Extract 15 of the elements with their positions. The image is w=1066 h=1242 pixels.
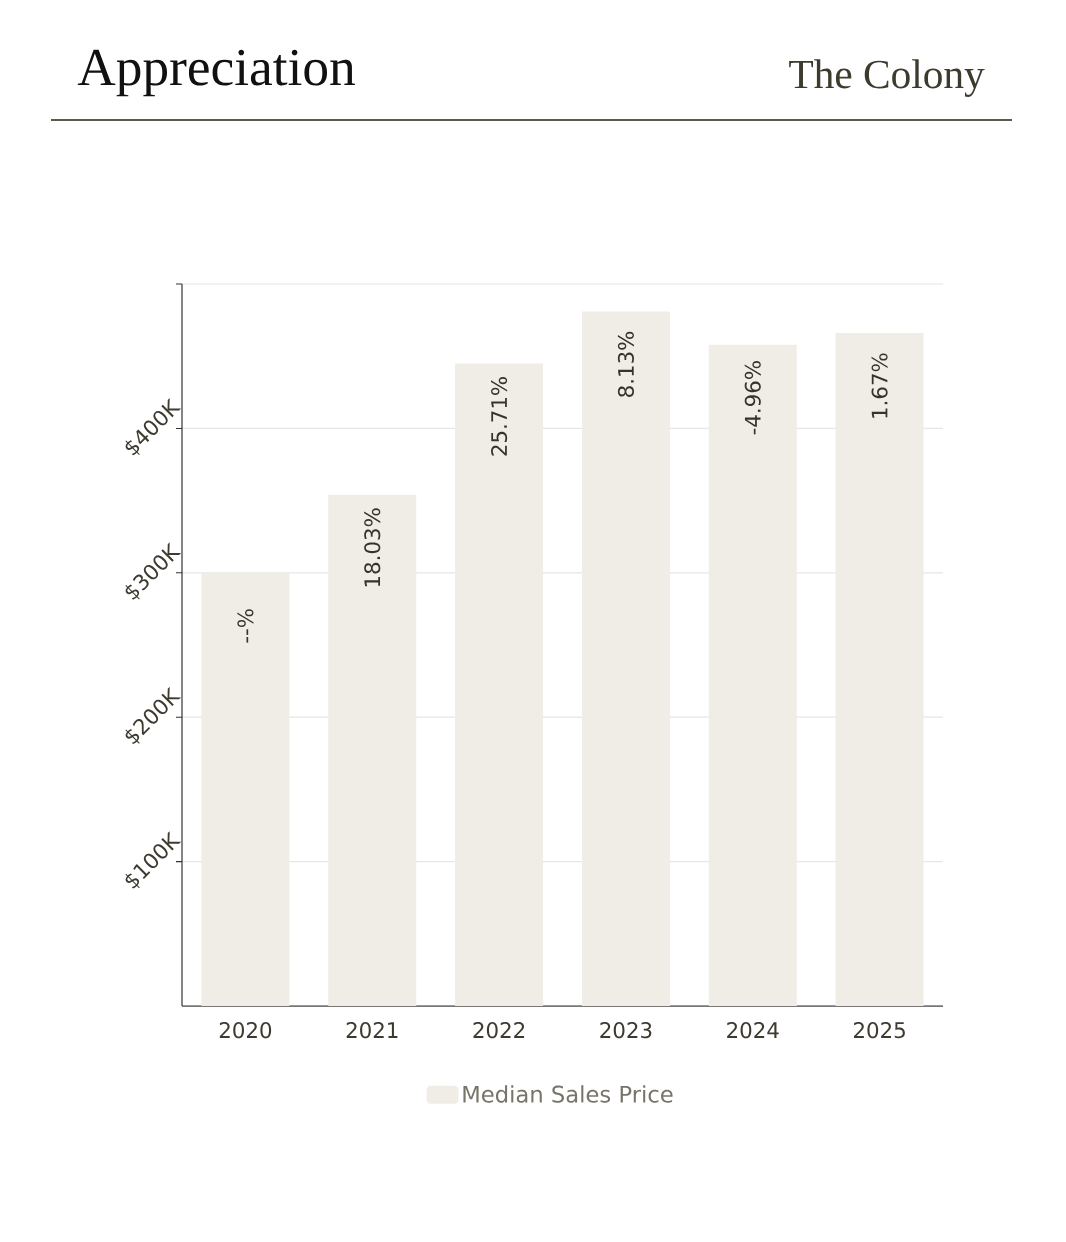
chart-subtitle: The Colony: [789, 59, 985, 97]
x-tick-label: 2024: [727, 1022, 779, 1039]
x-tick-label: 2025: [854, 1022, 905, 1039]
annotation: 8.13%: [617, 331, 634, 397]
x-tick-label: 2021: [346, 1022, 398, 1039]
annotation: -4.96%: [744, 361, 761, 435]
annotation: 18.03%: [364, 508, 381, 587]
chart-title: Appreciation: [77, 49, 355, 97]
annotation: 25.71%: [491, 376, 508, 456]
x-tick-label: 2022: [473, 1022, 525, 1039]
x-tick-label: 2023: [600, 1022, 652, 1039]
legend-label: Median Sales Price: [463, 1085, 673, 1103]
annotation: 1.67%: [871, 353, 888, 418]
x-tick-label: 2020: [219, 1022, 272, 1039]
annotation: --%: [237, 609, 254, 643]
